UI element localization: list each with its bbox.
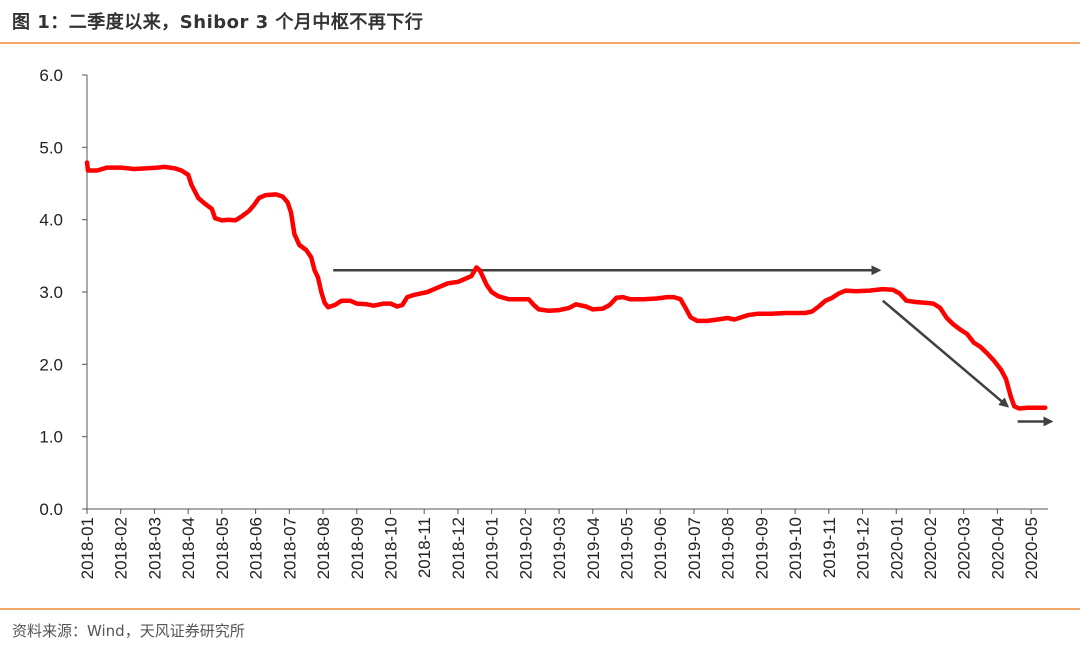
x-tick-label: 2019-07	[685, 517, 704, 579]
x-tick-label: 2019-12	[854, 517, 873, 579]
x-tick-label: 2019-09	[752, 517, 771, 579]
page-title: 图 1：二季度以来，Shibor 3 个月中枢不再下行	[12, 12, 424, 33]
x-tick-label: 2020-05	[1022, 517, 1041, 579]
y-tick-label: 0.0	[39, 500, 63, 519]
x-tick-label: 2020-02	[921, 517, 940, 579]
x-tick-label: 2019-04	[584, 517, 603, 579]
x-tick-label: 2020-01	[887, 517, 906, 579]
series-layer	[84, 160, 1048, 411]
x-tick-label: 2019-08	[719, 517, 738, 579]
y-tick-label: 6.0	[39, 66, 63, 85]
x-tick-label: 2018-12	[449, 517, 468, 579]
x-tick-label: 2019-06	[651, 517, 670, 579]
source-note: 资料来源：Wind，天风证券研究所	[12, 622, 245, 640]
x-tick-label: 2018-02	[112, 517, 131, 579]
x-tick-label: 2020-04	[988, 517, 1007, 579]
x-tick-label: 2018-03	[145, 517, 164, 579]
x-tick-label: 2018-05	[213, 517, 232, 579]
x-tick-label: 2020-03	[955, 517, 974, 579]
chart-axes	[82, 74, 1048, 514]
x-tick-label: 2019-05	[618, 517, 637, 579]
x-tick-label: 2018-08	[314, 517, 333, 579]
x-tick-label: 2019-03	[550, 517, 569, 579]
footer-divider	[0, 608, 1080, 610]
x-tick-label: 2018-07	[280, 517, 299, 579]
trend-arrow	[881, 299, 1010, 408]
x-tick-label: 2018-10	[381, 517, 400, 579]
x-tick-label: 2019-11	[820, 517, 839, 578]
x-tick-label: 2019-02	[516, 517, 535, 579]
x-tick-label: 2018-01	[78, 517, 97, 579]
x-tick-label: 2019-01	[483, 517, 502, 579]
x-tick-label: 2018-09	[348, 517, 367, 579]
y-tick-label: 1.0	[39, 428, 63, 447]
y-tick-label: 3.0	[39, 283, 63, 302]
header-divider	[0, 42, 1080, 44]
y-tick-label: 5.0	[39, 138, 63, 157]
tick-labels: 0.0 1.0 2.0 3.0 4.0 5.0 6.0 2018-01 2018-02 2018-…	[39, 66, 1041, 579]
series-line-shibor-3m	[84, 160, 1048, 411]
y-tick-label: 2.0	[39, 355, 63, 374]
x-tick-label: 2018-06	[247, 517, 266, 579]
trend-arrows	[333, 265, 1054, 427]
x-tick-label: 2018-11	[415, 517, 434, 578]
y-tick-label: 4.0	[39, 211, 63, 230]
x-tick-label: 2018-04	[179, 517, 198, 579]
x-tick-label: 2019-10	[786, 517, 805, 579]
